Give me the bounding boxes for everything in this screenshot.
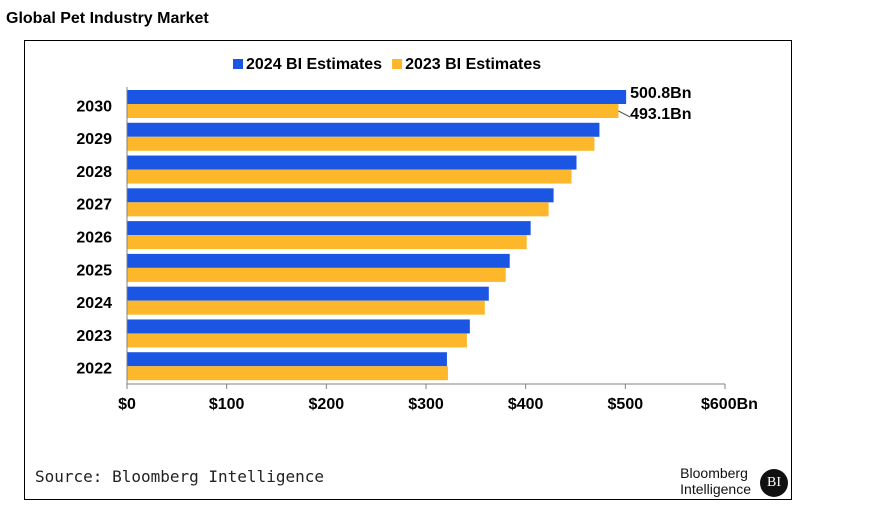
bar-2022-0 [127, 352, 447, 367]
legend-swatch-1 [392, 59, 403, 69]
chart-frame: 2024 BI Estimates 2023 BI Estimates 2030 20… [24, 40, 792, 500]
data-label-0: 500.8Bn [630, 85, 691, 102]
x-tick-label-4: $400 [508, 396, 544, 413]
brand-logo: Bloomberg Intelligence [680, 465, 751, 497]
page-title: Global Pet Industry Market [6, 10, 209, 27]
bar-2025-1 [127, 267, 506, 282]
x-tick-label-0: $0 [118, 396, 136, 413]
category-label-2028: 2028 [76, 164, 112, 181]
brand-line-1: Bloomberg [680, 465, 748, 481]
category-label-2025: 2025 [76, 262, 112, 279]
category-label-2022: 2022 [76, 361, 112, 378]
data-label-1: 493.1Bn [630, 106, 691, 123]
bar-2026-1 [127, 235, 527, 250]
bar-2023-0 [127, 319, 470, 334]
bar-2027-0 [127, 188, 554, 203]
x-tick-label-2: $200 [309, 396, 345, 413]
category-label-2026: 2026 [76, 230, 112, 247]
brand-badge-icon: BI [760, 469, 788, 497]
category-label-2030: 2030 [76, 98, 112, 115]
bar-2029-0 [127, 122, 600, 137]
bar-2024-1 [127, 300, 485, 315]
x-tick-label-6: $600Bn [701, 396, 758, 413]
bar-2030-0 [127, 90, 627, 104]
x-tick-label-5: $500 [608, 396, 644, 413]
category-label-2027: 2027 [76, 197, 112, 214]
brand-line-2: Intelligence [680, 481, 751, 497]
bar-2022-1 [127, 366, 448, 381]
bar-2026-0 [127, 221, 531, 236]
bar-2024-0 [127, 286, 489, 301]
source-note: Source: Bloomberg Intelligence [35, 467, 324, 486]
legend-swatch-0 [233, 59, 243, 69]
category-label-2024: 2024 [76, 295, 112, 312]
bar-chart: 2024 BI Estimates 2023 BI Estimates 2030 20… [76, 56, 758, 413]
bar-2025-0 [127, 253, 510, 268]
bar-2030-1 [127, 104, 619, 118]
data-label-leader-1 [618, 110, 631, 118]
category-label-2029: 2029 [76, 131, 112, 148]
category-label-2023: 2023 [76, 328, 112, 345]
bar-2027-1 [127, 202, 549, 217]
legend-label-0: 2024 BI Estimates [246, 56, 382, 73]
bar-2023-1 [127, 333, 467, 348]
bar-2028-0 [127, 155, 577, 170]
x-tick-label-1: $100 [209, 396, 245, 413]
bar-2029-1 [127, 136, 595, 151]
x-tick-label-3: $300 [408, 396, 444, 413]
bar-2028-1 [127, 169, 572, 184]
legend-label-1: 2023 BI Estimates [405, 56, 541, 73]
